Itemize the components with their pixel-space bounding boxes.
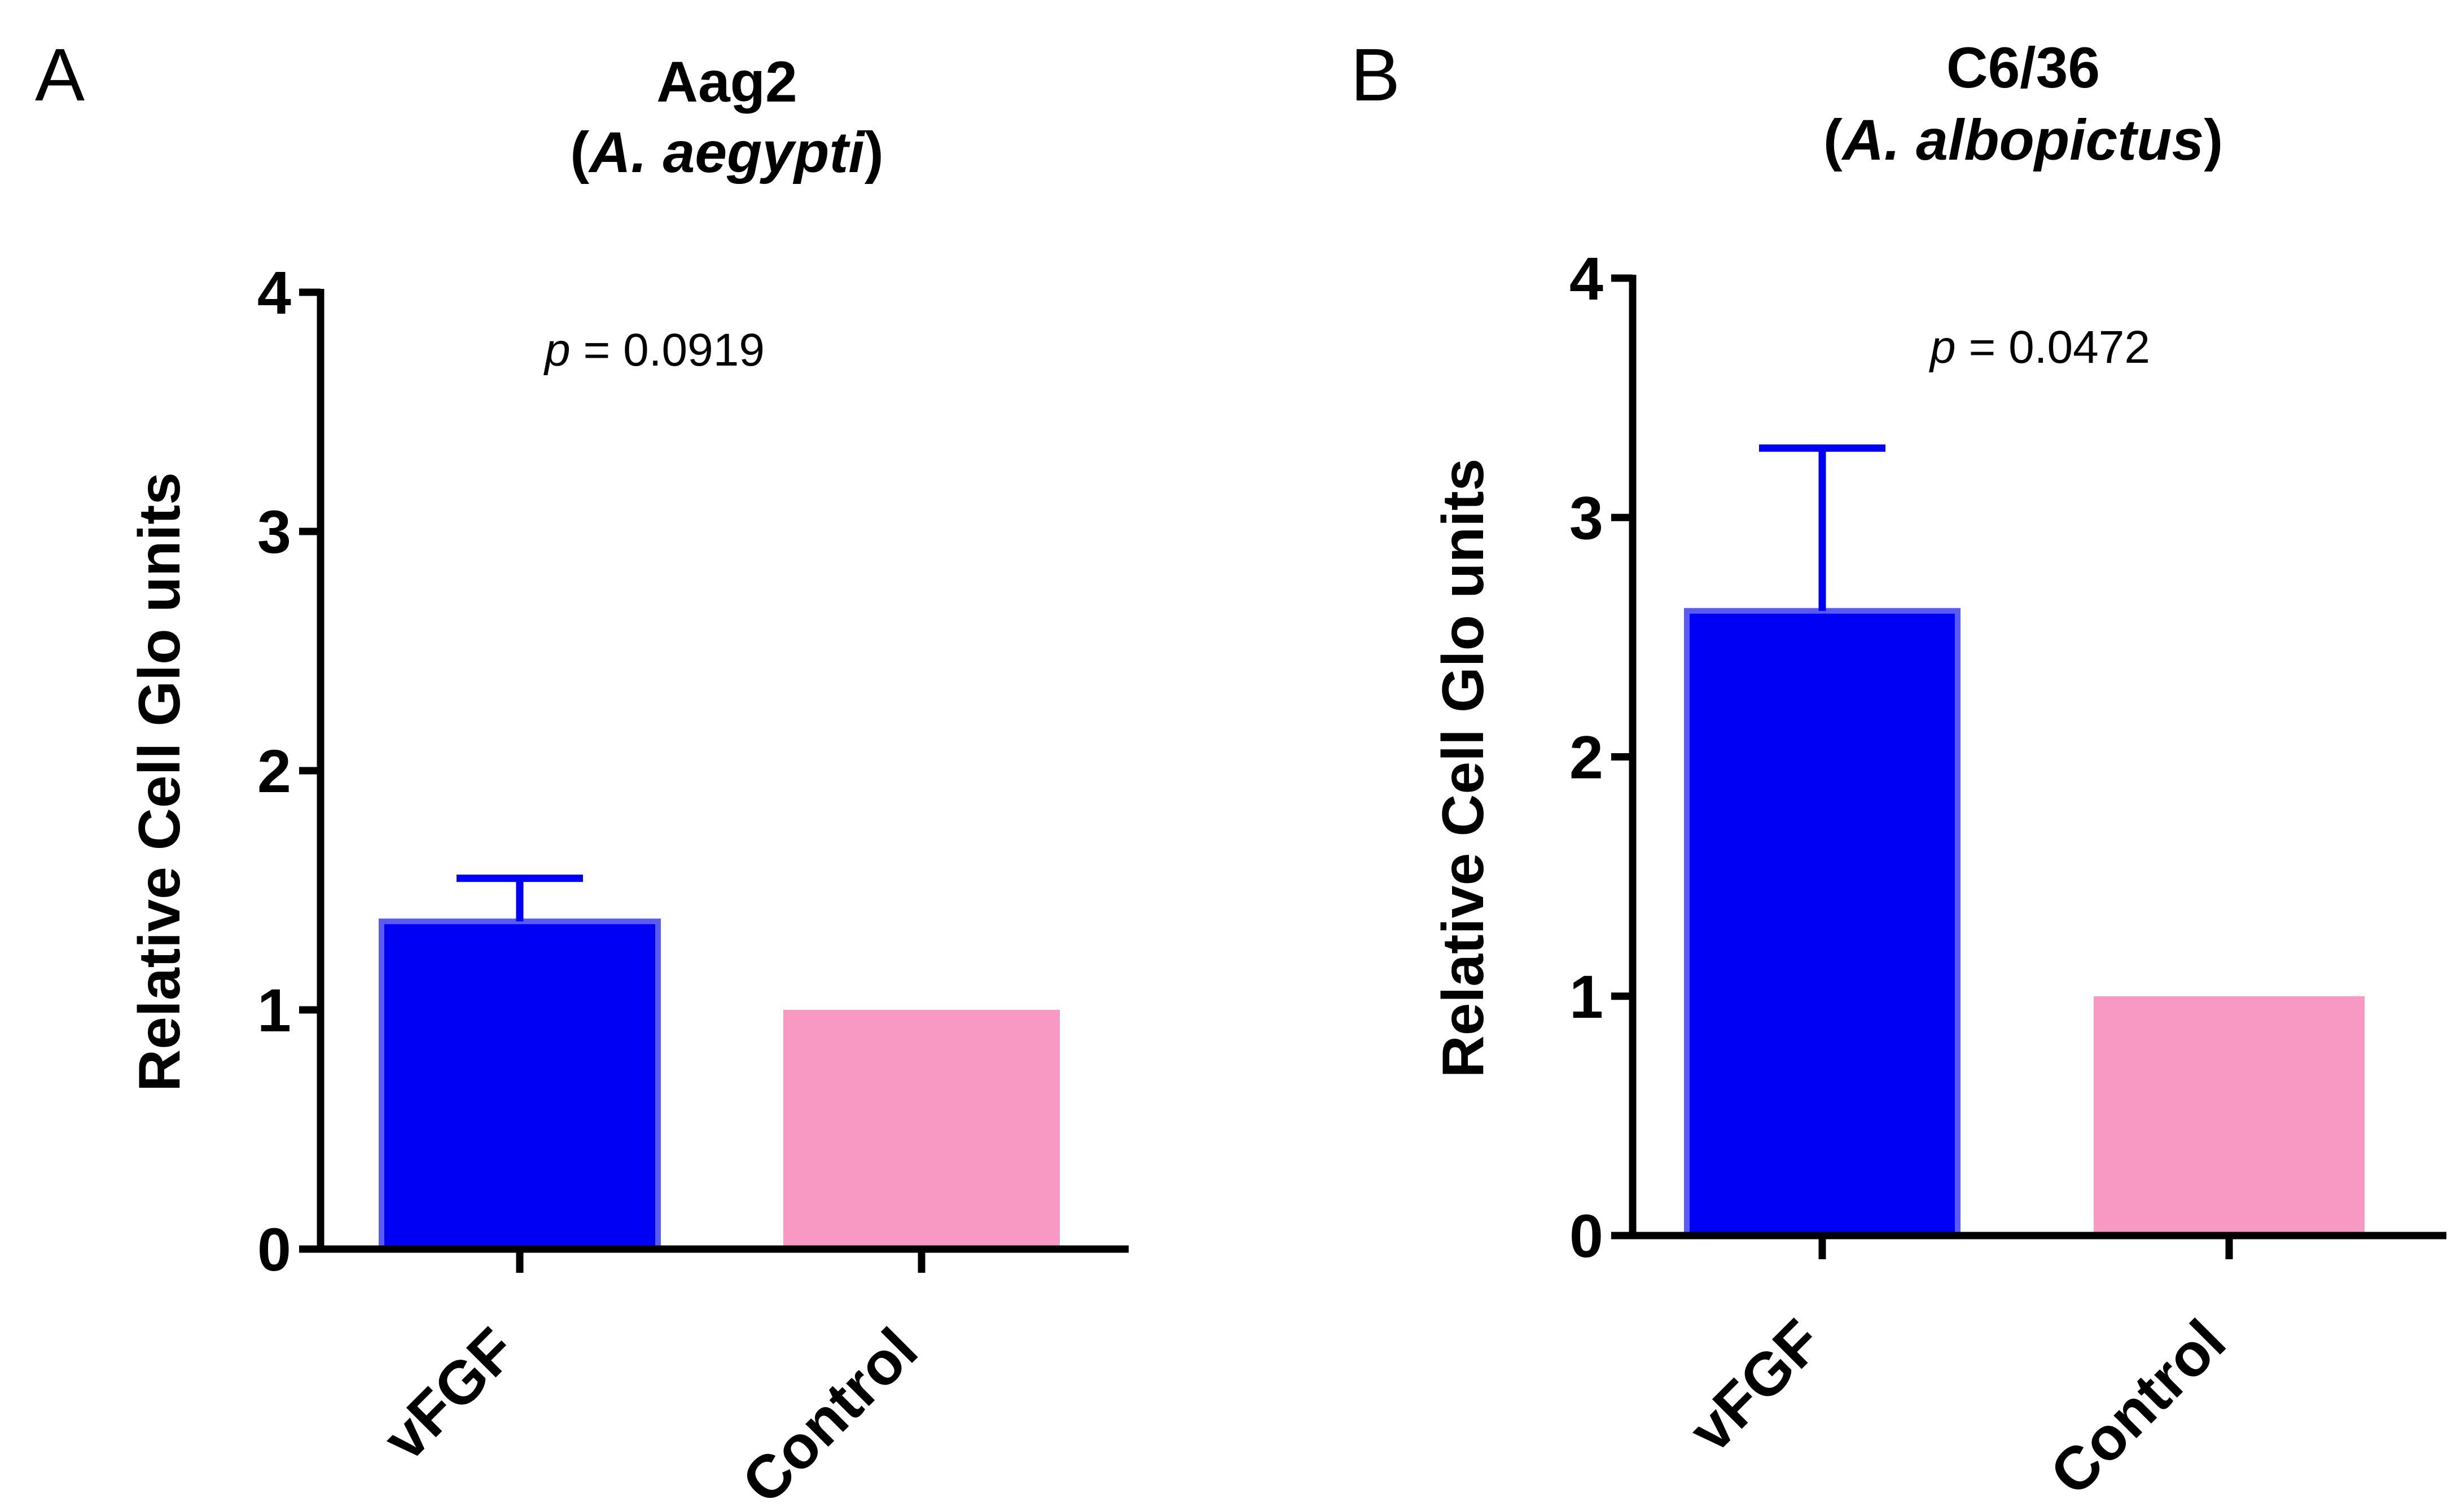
y-tick-label-1: 1 <box>257 976 291 1044</box>
chart-panel-b: B C6/36 (A. albopictus) 0 1 2 3 4 vFGF Control Rel… <box>1350 33 2446 1508</box>
chart-panel-a: A Aag2(A. aegypti) 0 1 2 3 4 vFGF Control Relativ… <box>35 33 1129 1512</box>
x-tick-label-control: Control <box>729 1315 930 1512</box>
y-tick-label-2: 2 <box>257 737 291 805</box>
bar-control <box>783 1010 1060 1249</box>
chart-title: C6/36 <box>1946 36 2100 100</box>
species-name: A. albopictus <box>1841 108 2204 172</box>
chart-subtitle: (A. albopictus) <box>1823 108 2223 172</box>
y-tick-label-1: 1 <box>1569 962 1603 1031</box>
chart-subtitle: (A. aegypti) <box>570 120 883 184</box>
y-tick-label-2: 2 <box>1569 723 1603 792</box>
y-tick-label-0: 0 <box>1569 1202 1603 1270</box>
bar-vfgf <box>379 918 661 1252</box>
species-name: A. aegypti <box>587 120 866 184</box>
y-tick-label-3: 3 <box>1569 484 1603 552</box>
y-tick-label-0: 0 <box>257 1215 291 1284</box>
p-value-annotation: p = 0.0472 <box>1928 322 2150 373</box>
x-tick-label-control: Control <box>2037 1307 2238 1508</box>
bar-control <box>2094 996 2365 1236</box>
bar-vfgf <box>1684 608 1961 1238</box>
x-tick-label-vfgf: vFGF <box>370 1315 529 1474</box>
y-axis-label: Relative Cell Glo units <box>127 472 192 1092</box>
y-axis-label: Relative Cell Glo units <box>1431 458 1496 1078</box>
panel-label: B <box>1350 33 1400 116</box>
panel-label: A <box>35 33 85 116</box>
y-tick-label-4: 4 <box>257 258 291 327</box>
chart-title: Aag2 <box>656 50 797 114</box>
x-tick-label-vfgf: vFGF <box>1676 1307 1835 1465</box>
p-value-annotation: p = 0.0919 <box>543 324 765 376</box>
y-tick-label-4: 4 <box>1569 244 1603 313</box>
y-tick-label-3: 3 <box>257 498 291 566</box>
